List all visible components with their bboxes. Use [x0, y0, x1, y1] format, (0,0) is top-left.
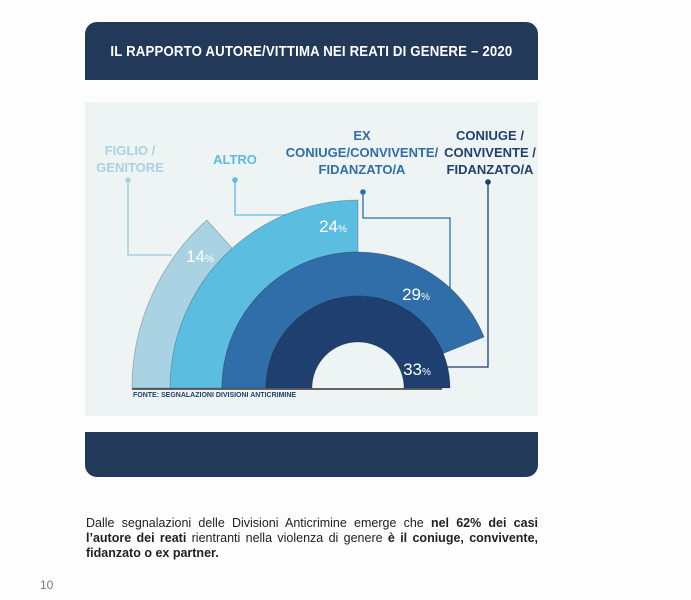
chart-footer-bar: [85, 432, 538, 477]
arc-segment-3: [265, 295, 451, 389]
category-label: CONIUGE/CONVIVENTE/: [286, 145, 439, 160]
caption-part: rientranti nella violenza di genere: [186, 531, 388, 545]
leader-dot: [125, 177, 131, 183]
caption-text: Dalle segnalazioni delle Divisioni Antic…: [86, 516, 538, 561]
leader-dot: [485, 179, 491, 185]
caption-bold: è il coniuge, convivente, fidanzato o ex…: [86, 531, 538, 560]
category-label: ALTRO: [213, 152, 257, 167]
percent-sign: %: [338, 224, 347, 235]
percent-sign: %: [421, 292, 430, 303]
chart-title: IL RAPPORTO AUTORE/VITTIMA NEI REATI DI …: [110, 42, 513, 60]
chart-title-bar: IL RAPPORTO AUTORE/VITTIMA NEI REATI DI …: [85, 22, 538, 80]
category-label: CONIUGE /: [456, 128, 524, 143]
caption-bold: nel 62% dei casi l’autore dei reati: [86, 516, 538, 545]
percent-sign: %: [205, 254, 214, 265]
leader-line: [445, 182, 489, 368]
source-note: FONTE: SEGNALAZIONI DIVISIONI ANTICRIMIN…: [133, 392, 296, 399]
percent-sign: %: [422, 367, 431, 378]
category-label: FIDANZATO/A: [447, 162, 535, 177]
category-label: FIDANZATO/A: [319, 162, 407, 177]
leader-line: [234, 180, 300, 216]
leader-line: [362, 192, 451, 293]
page-number: 10: [40, 578, 54, 592]
caption-part: Dalle segnalazioni delle Divisioni Antic…: [86, 516, 431, 530]
category-label: GENITORE: [96, 160, 164, 175]
leader-dot: [360, 189, 366, 195]
leader-dot: [232, 177, 238, 183]
leader-line: [127, 180, 172, 256]
category-label: FIGLIO /: [105, 143, 156, 158]
category-label: EX: [353, 128, 371, 143]
category-label: CONVIVENTE /: [444, 145, 536, 160]
